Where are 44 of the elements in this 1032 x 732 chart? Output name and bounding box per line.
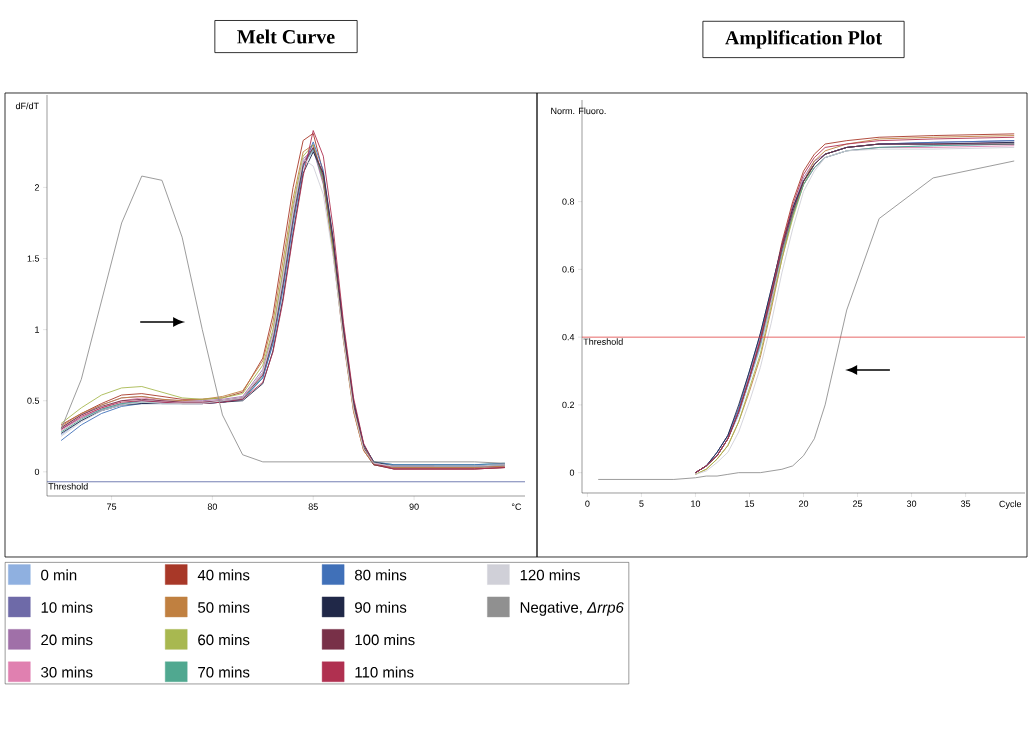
y-tick-label: 0.6 [562,266,575,273]
legend-label: 60 mins [198,634,250,646]
y-tick-label: 0 [34,468,40,476]
legend-label: 20 mins [41,634,93,646]
x-tick-label: 0 [585,500,590,507]
legend-label: 110 mins [355,666,414,678]
ref-line-label: Threshold [48,482,88,490]
y-axis-title: dF/dT [15,102,39,110]
y-tick-label: 0.4 [562,333,575,341]
legend-label: 30 mins [41,666,93,678]
y-tick-label: 2 [34,184,40,191]
legend-label: 120 mins [520,569,580,581]
y-tick-label: 0 [569,469,575,476]
x-tick-label: 35 [960,500,971,507]
legend-label: 50 mins [198,601,250,613]
y-tick-label: 0.5 [27,397,40,404]
x-tick-label: 15 [745,500,755,507]
legend-label: 90 mins [355,601,407,613]
x-tick-label: 25 [852,500,863,507]
legend-label: 80 mins [354,569,407,581]
legend-label: 70 mins [198,666,250,678]
chart-title: Amplification Plot [725,30,883,49]
y-tick-label: 1.5 [27,255,40,262]
y-tick-label: 0.8 [562,198,575,205]
x-tick-label: 85 [308,503,318,510]
x-tick-label: 10 [691,500,701,507]
chart-title: Melt Curve [237,29,335,44]
legend-label: 40 mins [197,569,250,581]
legend-label: Negative, Δrrp6 [520,601,624,616]
x-tick-label: 90 [409,503,419,510]
y-axis-title: Norm. Fluoro. [551,107,606,115]
x-tick-label: 5 [639,500,644,507]
x-tick-label: 80 [207,503,218,510]
x-axis-title: Cycle [999,500,1022,509]
ref-line-label: Threshold [583,338,623,345]
y-tick-label: 1 [35,326,40,333]
x-tick-label: 75 [107,503,117,510]
x-axis-title: °C [511,503,522,510]
legend-label: 10 mins [41,601,93,613]
x-tick-label: 30 [906,500,917,507]
x-tick-label: 20 [798,500,809,507]
legend-label: 0 min [41,569,77,581]
legend-label: 100 mins [355,634,415,646]
y-tick-label: 0.2 [562,401,575,409]
